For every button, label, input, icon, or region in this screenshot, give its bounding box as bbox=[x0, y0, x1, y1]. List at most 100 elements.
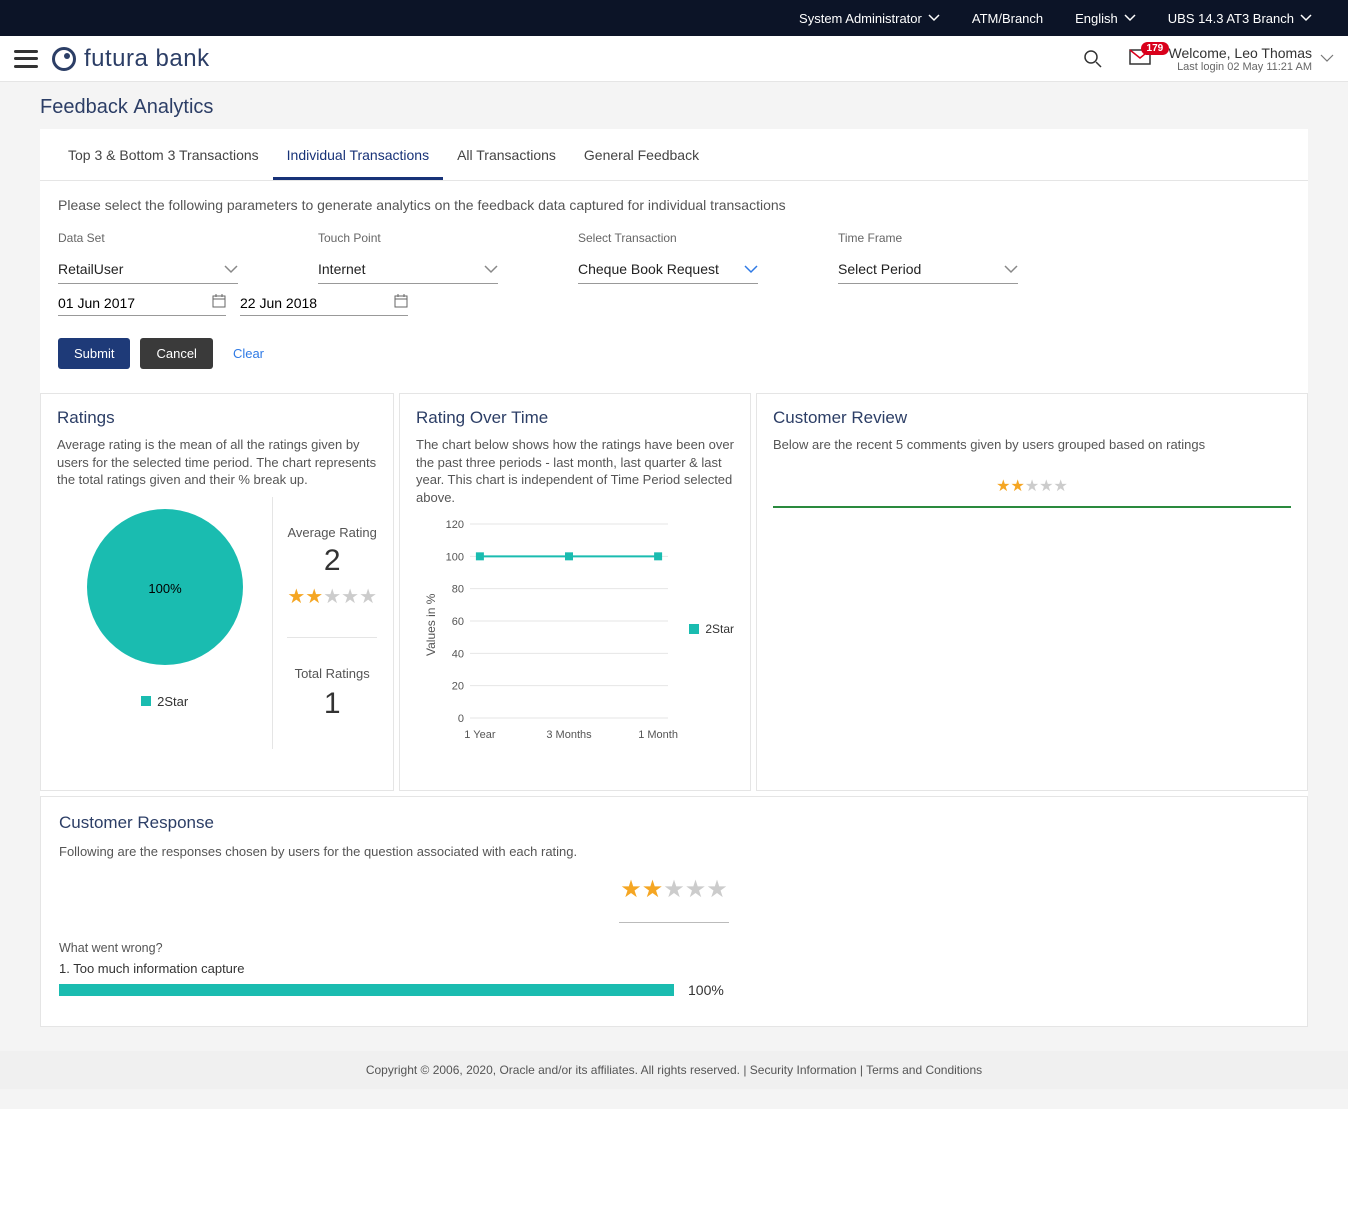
menu-icon[interactable] bbox=[14, 50, 38, 68]
avg-rating-stars: ★★★★★ bbox=[287, 584, 377, 609]
rot-text: The chart below shows how the ratings ha… bbox=[416, 436, 734, 506]
svg-text:1 Month: 1 Month bbox=[638, 729, 678, 741]
response-stars: ★★★★★ bbox=[59, 861, 1289, 918]
chevron-down-icon bbox=[224, 265, 238, 274]
headerbar: futura bank 179 Welcome, Leo Thomas Last… bbox=[0, 36, 1348, 82]
panel-row: Ratings Average rating is the mean of al… bbox=[40, 393, 1308, 791]
response-title: Customer Response bbox=[59, 813, 1289, 833]
date-from-input[interactable] bbox=[58, 295, 212, 311]
main-card: Top 3 & Bottom 3 TransactionsIndividual … bbox=[40, 129, 1308, 1027]
footer: Copyright © 2006, 2020, Oracle and/or it… bbox=[0, 1051, 1348, 1089]
timeframe-value: Select Period bbox=[838, 261, 921, 277]
star-icon: ★ bbox=[1025, 478, 1039, 495]
clear-link[interactable]: Clear bbox=[233, 346, 264, 361]
page: Feedback Analytics Top 3 & Bottom 3 Tran… bbox=[0, 82, 1348, 1109]
topbar-role[interactable]: System Administrator bbox=[799, 11, 940, 26]
ratings-title: Ratings bbox=[57, 408, 377, 428]
calendar-icon[interactable] bbox=[394, 294, 408, 311]
touchpoint-value: Internet bbox=[318, 261, 365, 277]
topbar-atm[interactable]: ATM/Branch bbox=[972, 11, 1043, 26]
star-icon: ★ bbox=[287, 586, 305, 608]
ratings-legend: 2Star bbox=[57, 694, 272, 709]
logo-text: futura bank bbox=[84, 45, 210, 73]
topbar-language-label: English bbox=[1075, 11, 1118, 26]
chevron-down-icon bbox=[1300, 14, 1312, 22]
tab-1[interactable]: Individual Transactions bbox=[273, 129, 443, 180]
svg-text:3 Months: 3 Months bbox=[546, 729, 592, 741]
chevron-down-icon bbox=[744, 265, 758, 274]
svg-text:100: 100 bbox=[446, 552, 464, 564]
filter-row: Data Set RetailUser Touch Point Internet… bbox=[40, 221, 1308, 284]
review-text: Below are the recent 5 comments given by… bbox=[773, 436, 1291, 454]
rot-title: Rating Over Time bbox=[416, 408, 734, 428]
date-from[interactable] bbox=[58, 294, 226, 316]
response-bar-row: 100% bbox=[59, 982, 1289, 998]
footer-security-link[interactable]: Security Information bbox=[750, 1063, 857, 1077]
svg-text:60: 60 bbox=[452, 616, 464, 628]
svg-text:100%: 100% bbox=[148, 581, 182, 596]
messages-icon[interactable]: 179 bbox=[1129, 49, 1151, 68]
page-title-b: Analytics bbox=[133, 96, 213, 118]
rot-ylabel: Values in % bbox=[424, 594, 438, 656]
last-login: Last login 02 May 11:21 AM bbox=[1169, 61, 1312, 73]
star-icon: ★ bbox=[341, 586, 359, 608]
svg-text:120: 120 bbox=[446, 519, 464, 531]
response-answer: 1. Too much information capture bbox=[59, 961, 1289, 976]
svg-text:20: 20 bbox=[452, 681, 464, 693]
response-bar-label: 100% bbox=[688, 982, 724, 998]
topbar-atm-label: ATM/Branch bbox=[972, 11, 1043, 26]
chevron-down-icon bbox=[1004, 265, 1018, 274]
star-icon: ★ bbox=[1054, 478, 1068, 495]
page-title: Feedback Analytics bbox=[0, 82, 1348, 129]
review-title: Customer Review bbox=[773, 408, 1291, 428]
search-icon[interactable] bbox=[1083, 49, 1103, 69]
logo-icon bbox=[52, 47, 76, 71]
tab-3[interactable]: General Feedback bbox=[570, 129, 713, 180]
timeframe-label: Time Frame bbox=[838, 231, 1098, 245]
date-to[interactable] bbox=[240, 294, 408, 316]
svg-text:1 Year: 1 Year bbox=[464, 729, 496, 741]
tab-0[interactable]: Top 3 & Bottom 3 Transactions bbox=[54, 129, 273, 180]
topbar-branch[interactable]: UBS 14.3 AT3 Branch bbox=[1168, 11, 1312, 26]
topbar-branch-label: UBS 14.3 AT3 Branch bbox=[1168, 11, 1294, 26]
cancel-button[interactable]: Cancel bbox=[140, 338, 212, 369]
rot-legend-label: 2Star bbox=[705, 622, 734, 636]
messages-badge: 179 bbox=[1141, 42, 1170, 55]
logo: futura bank bbox=[52, 45, 210, 73]
chevron-down-icon bbox=[1320, 54, 1334, 63]
star-icon: ★ bbox=[685, 876, 707, 903]
topbar-language[interactable]: English bbox=[1075, 11, 1136, 26]
review-underline bbox=[773, 506, 1291, 508]
chevron-down-icon bbox=[928, 14, 940, 22]
ratings-text: Average rating is the mean of all the ra… bbox=[57, 436, 377, 489]
customer-response-panel: Customer Response Following are the resp… bbox=[40, 796, 1308, 1027]
tab-2[interactable]: All Transactions bbox=[443, 129, 570, 180]
avg-rating-label: Average Rating bbox=[287, 525, 377, 540]
date-to-input[interactable] bbox=[240, 295, 394, 311]
calendar-icon[interactable] bbox=[212, 294, 226, 311]
svg-text:40: 40 bbox=[452, 649, 464, 661]
dataset-select[interactable]: RetailUser bbox=[58, 255, 238, 284]
welcome-text: Welcome, Leo Thomas bbox=[1169, 45, 1312, 61]
submit-button[interactable]: Submit bbox=[58, 338, 130, 369]
dataset-label: Data Set bbox=[58, 231, 318, 245]
timeframe-select[interactable]: Select Period bbox=[838, 255, 1018, 284]
total-ratings-value: 1 bbox=[287, 687, 377, 721]
tabs: Top 3 & Bottom 3 TransactionsIndividual … bbox=[40, 129, 1308, 181]
star-icon: ★ bbox=[359, 586, 377, 608]
footer-terms-link[interactable]: Terms and Conditions bbox=[866, 1063, 982, 1077]
star-icon: ★ bbox=[1010, 478, 1024, 495]
ratings-stats: Average Rating 2 ★★★★★ Total Ratings 1 bbox=[272, 497, 377, 749]
response-text: Following are the responses chosen by us… bbox=[59, 843, 1289, 861]
review-stars: ★★★★★ bbox=[773, 454, 1291, 500]
star-icon: ★ bbox=[1039, 478, 1053, 495]
user-menu[interactable]: Welcome, Leo Thomas Last login 02 May 11… bbox=[1169, 45, 1334, 73]
date-row bbox=[40, 284, 1308, 316]
svg-text:0: 0 bbox=[458, 713, 464, 725]
touchpoint-select[interactable]: Internet bbox=[318, 255, 498, 284]
star-icon: ★ bbox=[706, 876, 728, 903]
topbar: System Administrator ATM/Branch English … bbox=[0, 0, 1348, 36]
transaction-select[interactable]: Cheque Book Request bbox=[578, 255, 758, 284]
svg-text:80: 80 bbox=[452, 584, 464, 596]
transaction-label: Select Transaction bbox=[578, 231, 838, 245]
